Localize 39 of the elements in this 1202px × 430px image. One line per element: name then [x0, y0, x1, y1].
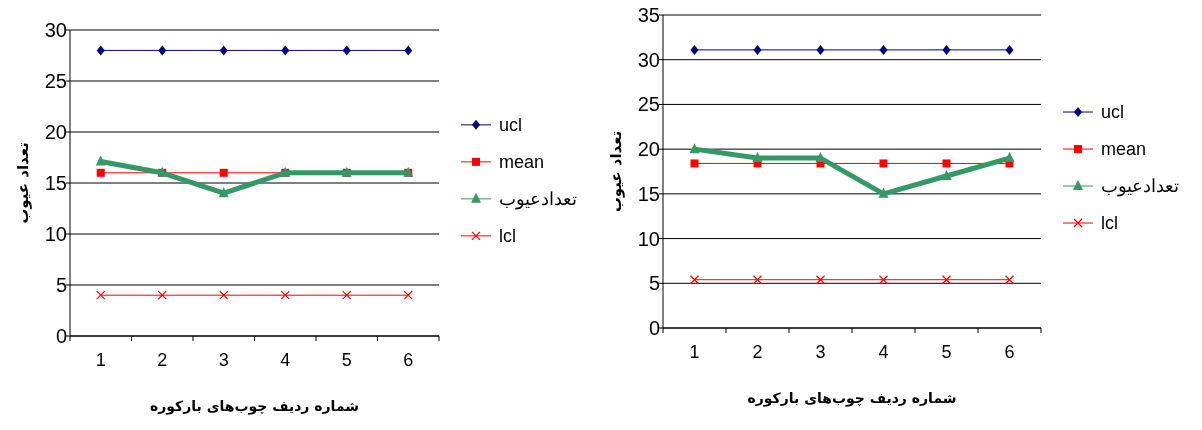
x-tick-label: 3: [815, 342, 826, 362]
x-tick-label: 3: [218, 350, 229, 370]
y-tick-label: 20: [44, 121, 67, 143]
y-tick-label: 25: [44, 70, 67, 92]
legend-label: mean: [499, 152, 545, 173]
x-tick-label: 2: [752, 342, 763, 362]
x-tick-label: 5: [341, 350, 352, 370]
x-tick-label: 6: [403, 350, 414, 370]
x-tick-label: 6: [1004, 342, 1015, 362]
legend-label: mean: [1101, 139, 1147, 160]
y-tick-label: 15: [44, 172, 67, 194]
x-tick-label: 5: [941, 342, 952, 362]
legend-label: تعدادعیوب: [1101, 176, 1179, 198]
y-tick-label: 30: [637, 48, 660, 71]
x-tick-label: 1: [95, 350, 106, 370]
y-tick-label: 0: [55, 325, 67, 347]
y-tick-label: 35: [637, 4, 660, 26]
x-tick-label: 4: [878, 342, 889, 362]
legend-label: ucl: [1101, 102, 1125, 123]
legend-label: lcl: [499, 226, 516, 247]
y-axis-title: تعداد عیوب: [14, 142, 32, 224]
y-tick-label: 5: [55, 274, 67, 296]
x-tick-label: 4: [280, 350, 291, 370]
legend-label: تعدادعیوب: [499, 189, 577, 211]
y-tick-label: 0: [648, 317, 660, 339]
y-tick-label: 20: [637, 138, 660, 161]
x-axis-title: شماره ردیف چوب‌های بارکوره: [149, 398, 360, 415]
y-axis-title: تعداد عیوب: [607, 130, 625, 213]
y-tick-label: 25: [637, 93, 660, 116]
legend-label: ucl: [499, 115, 523, 136]
y-tick-label: 30: [44, 19, 67, 41]
y-tick-label: 5: [648, 272, 660, 295]
x-axis-title: شماره ردیف چوب‌های بارکوره: [747, 390, 957, 407]
y-tick-label: 15: [637, 182, 660, 205]
y-tick-label: 10: [44, 223, 67, 245]
legend-label: lcl: [1101, 213, 1118, 234]
x-tick-label: 1: [689, 342, 700, 362]
x-tick-label: 2: [157, 350, 168, 370]
y-tick-label: 10: [637, 227, 660, 250]
